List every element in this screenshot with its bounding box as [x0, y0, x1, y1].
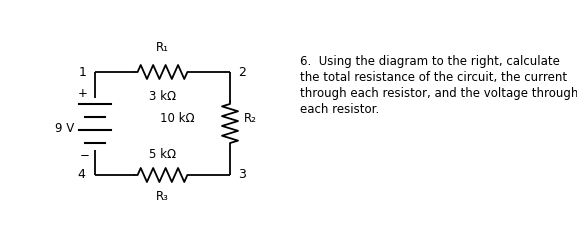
- Text: −: −: [80, 149, 90, 162]
- Text: R₁: R₁: [156, 41, 169, 54]
- Text: each resistor.: each resistor.: [300, 103, 379, 116]
- Text: R₃: R₃: [156, 190, 169, 203]
- Text: 3: 3: [238, 168, 246, 182]
- Text: the total resistance of the circuit, the current: the total resistance of the circuit, the…: [300, 71, 567, 84]
- Text: R₂: R₂: [244, 112, 257, 125]
- Text: 2: 2: [238, 65, 246, 79]
- Text: through each resistor, and the voltage through: through each resistor, and the voltage t…: [300, 87, 577, 100]
- Text: 4: 4: [77, 168, 85, 182]
- Text: 1: 1: [79, 65, 87, 79]
- Text: 9 V: 9 V: [55, 122, 74, 135]
- Text: 10 kΩ: 10 kΩ: [160, 112, 195, 125]
- Text: 6.  Using the diagram to the right, calculate: 6. Using the diagram to the right, calcu…: [300, 55, 560, 68]
- Text: 3 kΩ: 3 kΩ: [149, 90, 176, 103]
- Text: 5 kΩ: 5 kΩ: [149, 148, 176, 161]
- Text: +: +: [78, 87, 88, 100]
